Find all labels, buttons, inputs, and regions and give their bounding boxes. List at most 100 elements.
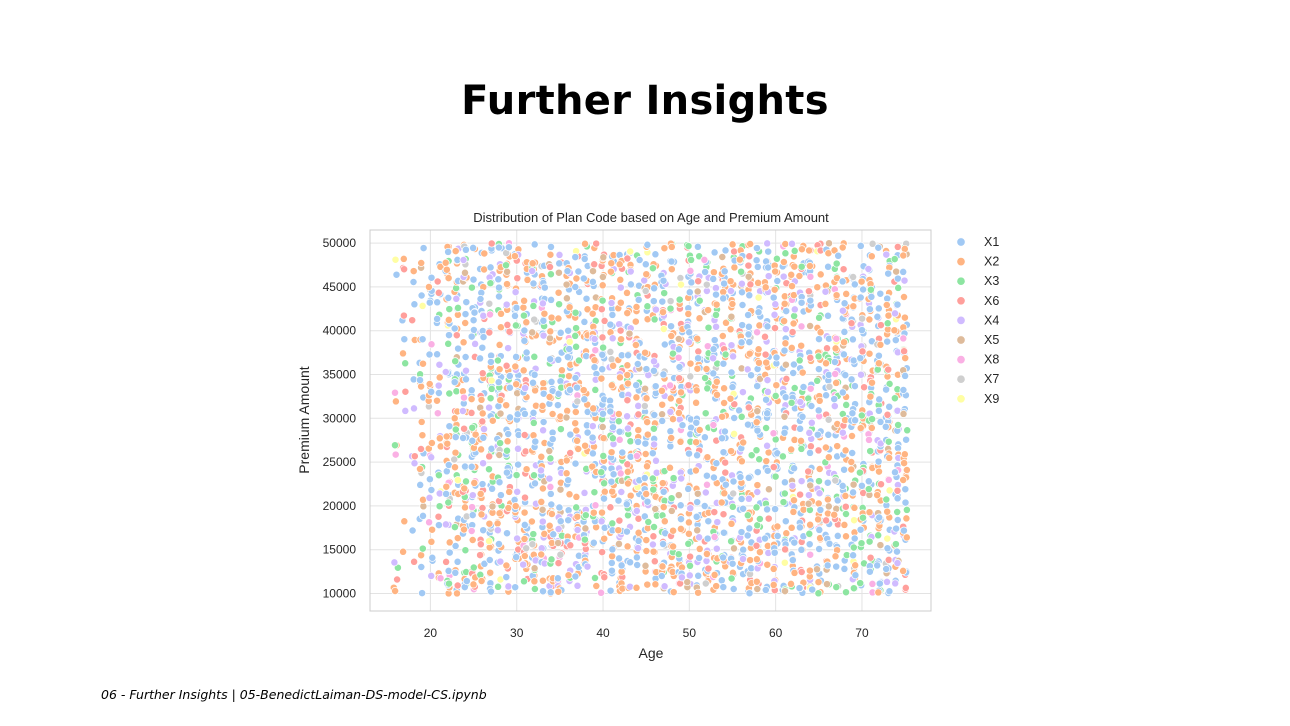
scatter-point [856, 424, 865, 433]
scatter-point [520, 296, 529, 305]
scatter-point [781, 360, 790, 369]
scatter-point [598, 508, 606, 517]
scatter-point [764, 247, 773, 256]
scatter-point [797, 298, 806, 307]
scatter-point [571, 374, 580, 382]
scatter-point [762, 457, 771, 466]
scatter-point [444, 566, 453, 575]
scatter-point [709, 369, 718, 378]
scatter-point [519, 366, 528, 375]
scatter-point [505, 487, 514, 496]
scatter-point [566, 385, 574, 394]
scatter-point [815, 396, 824, 405]
scatter-point [546, 355, 555, 364]
scatter-point [772, 381, 781, 390]
scatter-point [684, 484, 693, 493]
scatter-point [479, 526, 488, 535]
scatter-point [519, 303, 528, 312]
scatter-point [527, 517, 536, 526]
scatter-point [442, 265, 451, 274]
scatter-point [813, 376, 822, 385]
scatter-point [824, 262, 833, 271]
scatter-point [409, 278, 418, 286]
scatter-point [459, 434, 468, 442]
scatter-point [669, 588, 678, 597]
scatter-point [445, 548, 454, 557]
scatter-point [717, 576, 726, 585]
scatter-point [660, 289, 669, 298]
scatter-point [675, 295, 684, 304]
scatter-point [581, 239, 589, 248]
scatter-point [824, 502, 833, 511]
scatter-point [659, 325, 668, 333]
scatter-point [677, 388, 685, 397]
scatter-point [899, 386, 908, 394]
x-tick-label: 60 [769, 626, 783, 640]
scatter-point [900, 244, 909, 253]
scatter-point [649, 297, 658, 306]
scatter-point [588, 277, 597, 286]
scatter-point [522, 544, 531, 553]
scatter-point [597, 468, 606, 477]
scatter-point [666, 381, 675, 390]
scatter-point [633, 561, 642, 569]
scatter-point [590, 356, 599, 365]
y-axis-label: Premium Amount [296, 366, 312, 473]
scatter-point [789, 507, 798, 516]
scatter-point [452, 331, 461, 340]
scatter-point [834, 251, 843, 260]
scatter-point [546, 588, 555, 597]
scatter-point [433, 298, 442, 307]
scatter-point [458, 407, 467, 415]
scatter-point [476, 489, 485, 498]
scatter-point [606, 347, 615, 356]
scatter-point [815, 545, 824, 553]
scatter-point [865, 508, 874, 517]
scatter-point [547, 313, 556, 322]
scatter-point [650, 557, 659, 566]
scatter-point [649, 366, 658, 375]
scatter-point [642, 270, 651, 279]
scatter-point [433, 350, 442, 359]
scatter-point [450, 523, 459, 532]
scatter-point [565, 345, 574, 353]
scatter-point [891, 336, 900, 345]
scatter-point [840, 327, 849, 336]
scatter-point [782, 307, 791, 316]
scatter-point [891, 540, 900, 549]
scatter-point [806, 296, 815, 305]
scatter-point [588, 309, 597, 318]
scatter-point [884, 365, 893, 374]
scatter-point [798, 368, 807, 377]
scatter-point [806, 272, 815, 281]
scatter-point [467, 395, 476, 404]
scatter-point [537, 466, 545, 475]
scatter-point [677, 573, 686, 582]
scatter-point [486, 310, 494, 319]
scatter-point [821, 299, 830, 308]
scatter-point [813, 430, 822, 439]
scatter-point [566, 541, 575, 550]
scatter-point [747, 451, 756, 460]
scatter-point [806, 550, 815, 559]
scatter-point [667, 242, 676, 251]
scatter-point [788, 328, 797, 337]
scatter-point [469, 316, 478, 325]
scatter-point [780, 558, 789, 567]
scatter-point [425, 518, 434, 527]
scatter-point [582, 352, 591, 361]
scatter-point [623, 396, 632, 405]
scatter-point [583, 305, 592, 314]
scatter-point [494, 243, 503, 252]
scatter-point [805, 529, 814, 538]
scatter-point [417, 417, 426, 426]
scatter-point [545, 447, 554, 455]
scatter-point [632, 393, 641, 402]
scatter-point [874, 243, 883, 252]
scatter-point [469, 275, 478, 284]
scatter-point [643, 240, 652, 249]
scatter-point [573, 512, 582, 521]
scatter-point [730, 544, 738, 553]
scatter-point [894, 283, 903, 292]
legend-label: X8 [984, 353, 999, 367]
